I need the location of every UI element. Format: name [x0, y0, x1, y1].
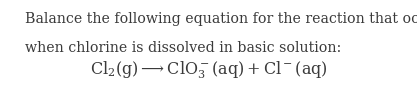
Text: $\mathrm{Cl_2(g) \longrightarrow ClO_3^-(aq) + Cl^-(aq)}$: $\mathrm{Cl_2(g) \longrightarrow ClO_3^-… [90, 59, 327, 81]
Text: Balance the following equation for the reaction that occurs: Balance the following equation for the r… [25, 12, 417, 26]
Text: when chlorine is dissolved in basic solution:: when chlorine is dissolved in basic solu… [25, 41, 342, 55]
